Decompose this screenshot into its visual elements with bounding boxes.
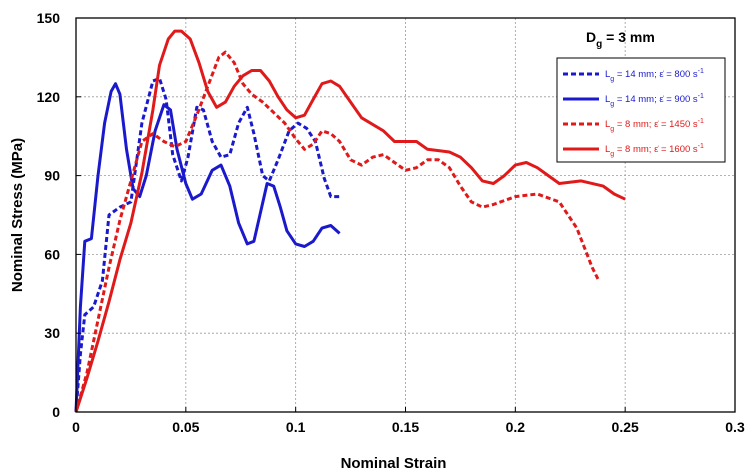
y-tick-label: 60 — [44, 246, 60, 262]
x-axis-title: Nominal Strain — [341, 455, 447, 472]
legend-box — [556, 57, 726, 163]
y-tick-label: 30 — [44, 325, 60, 341]
series-line-4 — [74, 29, 626, 413]
y-tick-label: 120 — [37, 89, 61, 105]
x-tick-label: 0.25 — [612, 419, 639, 435]
legend: Lg = 14 mm; ε̇ = 800 s-1 Lg = 14 mm; ε̇ =… — [556, 57, 726, 163]
x-tick-label: 0 — [72, 419, 80, 435]
gauge-diameter-label: Dg = 3 mm — [586, 29, 655, 50]
series-line-2 — [74, 82, 341, 413]
legend-entry-4: Lg = 8 mm; ε̇ = 1600 s-1 — [605, 143, 704, 158]
x-tick-label: 0.15 — [392, 419, 419, 435]
x-tick-label: 0.3 — [725, 419, 745, 435]
series-line-1 — [74, 76, 340, 413]
axes: 0 0.05 0.1 0.15 0.2 0.25 0.3 0 30 60 90 120 150 Nomin… — [9, 10, 745, 472]
y-tick-label: 0 — [52, 404, 60, 420]
legend-entry-3: Lg = 8 mm; ε̇ = 1450 s-1 — [605, 118, 704, 133]
series-lines — [74, 29, 626, 413]
legend-entry-2: Lg = 14 mm; ε̇ = 900 s-1 — [605, 93, 704, 108]
x-tick-label: 0.1 — [286, 419, 306, 435]
x-tick-label: 0.05 — [172, 419, 199, 435]
y-tick-label: 150 — [37, 10, 61, 26]
y-tick-label: 90 — [44, 168, 60, 184]
legend-entry-1: Lg = 14 mm; ε̇ = 800 s-1 — [605, 68, 704, 83]
gauge-diameter-annotation: Dg = 3 mm — [586, 29, 655, 50]
x-tick-label: 0.2 — [506, 419, 526, 435]
y-axis-title: Nominal Stress (MPa) — [9, 138, 26, 292]
